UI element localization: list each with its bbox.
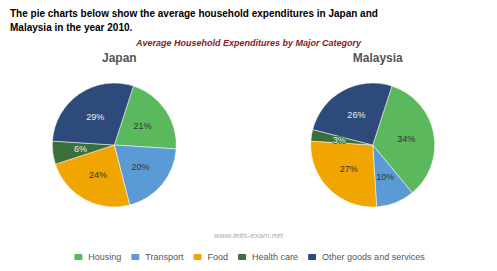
svg-text:34%: 34% <box>397 134 415 144</box>
svg-text:Food: Food <box>208 252 229 262</box>
svg-text:21%: 21% <box>133 121 151 131</box>
svg-text:26%: 26% <box>347 110 365 120</box>
svg-text:Malaysia in the year 2010.: Malaysia in the year 2010. <box>10 22 133 33</box>
svg-text:The pie charts below show the: The pie charts below show the average ho… <box>10 8 378 19</box>
svg-text:www.ielts-exam.net: www.ielts-exam.net <box>214 231 284 240</box>
svg-text:10%: 10% <box>376 172 394 182</box>
svg-text:6%: 6% <box>74 144 87 154</box>
svg-text:Malaysia: Malaysia <box>353 51 403 65</box>
svg-text:Average Household Expenditures: Average Household Expenditures by Major … <box>135 38 362 48</box>
svg-text:20%: 20% <box>131 162 149 172</box>
svg-text:Other goods and services: Other goods and services <box>322 252 425 262</box>
svg-text:3%: 3% <box>333 135 346 145</box>
svg-text:Transport: Transport <box>145 252 184 262</box>
svg-text:Health care: Health care <box>252 252 298 262</box>
svg-text:Japan: Japan <box>102 51 137 65</box>
svg-text:Housing: Housing <box>88 252 121 262</box>
svg-text:24%: 24% <box>89 170 107 180</box>
svg-text:29%: 29% <box>86 112 104 122</box>
svg-text:27%: 27% <box>340 164 358 174</box>
